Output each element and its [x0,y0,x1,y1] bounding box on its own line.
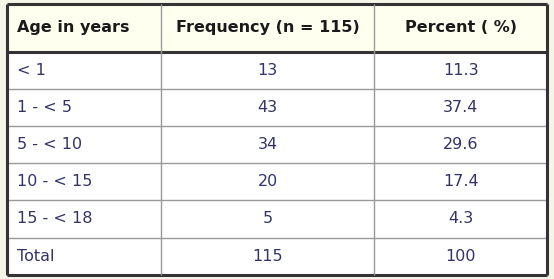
Text: 100: 100 [445,249,476,264]
Text: 20: 20 [258,174,278,189]
Text: 43: 43 [258,100,278,115]
Text: Total: Total [17,249,54,264]
Text: 5: 5 [263,211,273,227]
Text: 13: 13 [258,63,278,78]
Text: 15 - < 18: 15 - < 18 [17,211,92,227]
Text: 4.3: 4.3 [448,211,474,227]
Text: 5 - < 10: 5 - < 10 [17,137,82,152]
Bar [7,238,547,275]
Text: 37.4: 37.4 [443,100,479,115]
Text: Age in years: Age in years [17,20,129,35]
Text: < 1: < 1 [17,63,45,78]
Text: 10 - < 15: 10 - < 15 [17,174,92,189]
Bar [7,52,547,89]
Text: Frequency (n = 115): Frequency (n = 115) [176,20,360,35]
Bar [7,4,547,52]
Text: Percent ( %): Percent ( %) [405,20,517,35]
Bar [7,163,547,200]
Text: 34: 34 [258,137,278,152]
Text: 17.4: 17.4 [443,174,479,189]
Text: 1 - < 5: 1 - < 5 [17,100,71,115]
Bar [7,200,547,238]
Text: 115: 115 [252,249,283,264]
Bar [7,126,547,163]
Bar [7,89,547,126]
Text: 29.6: 29.6 [443,137,479,152]
Text: 11.3: 11.3 [443,63,479,78]
